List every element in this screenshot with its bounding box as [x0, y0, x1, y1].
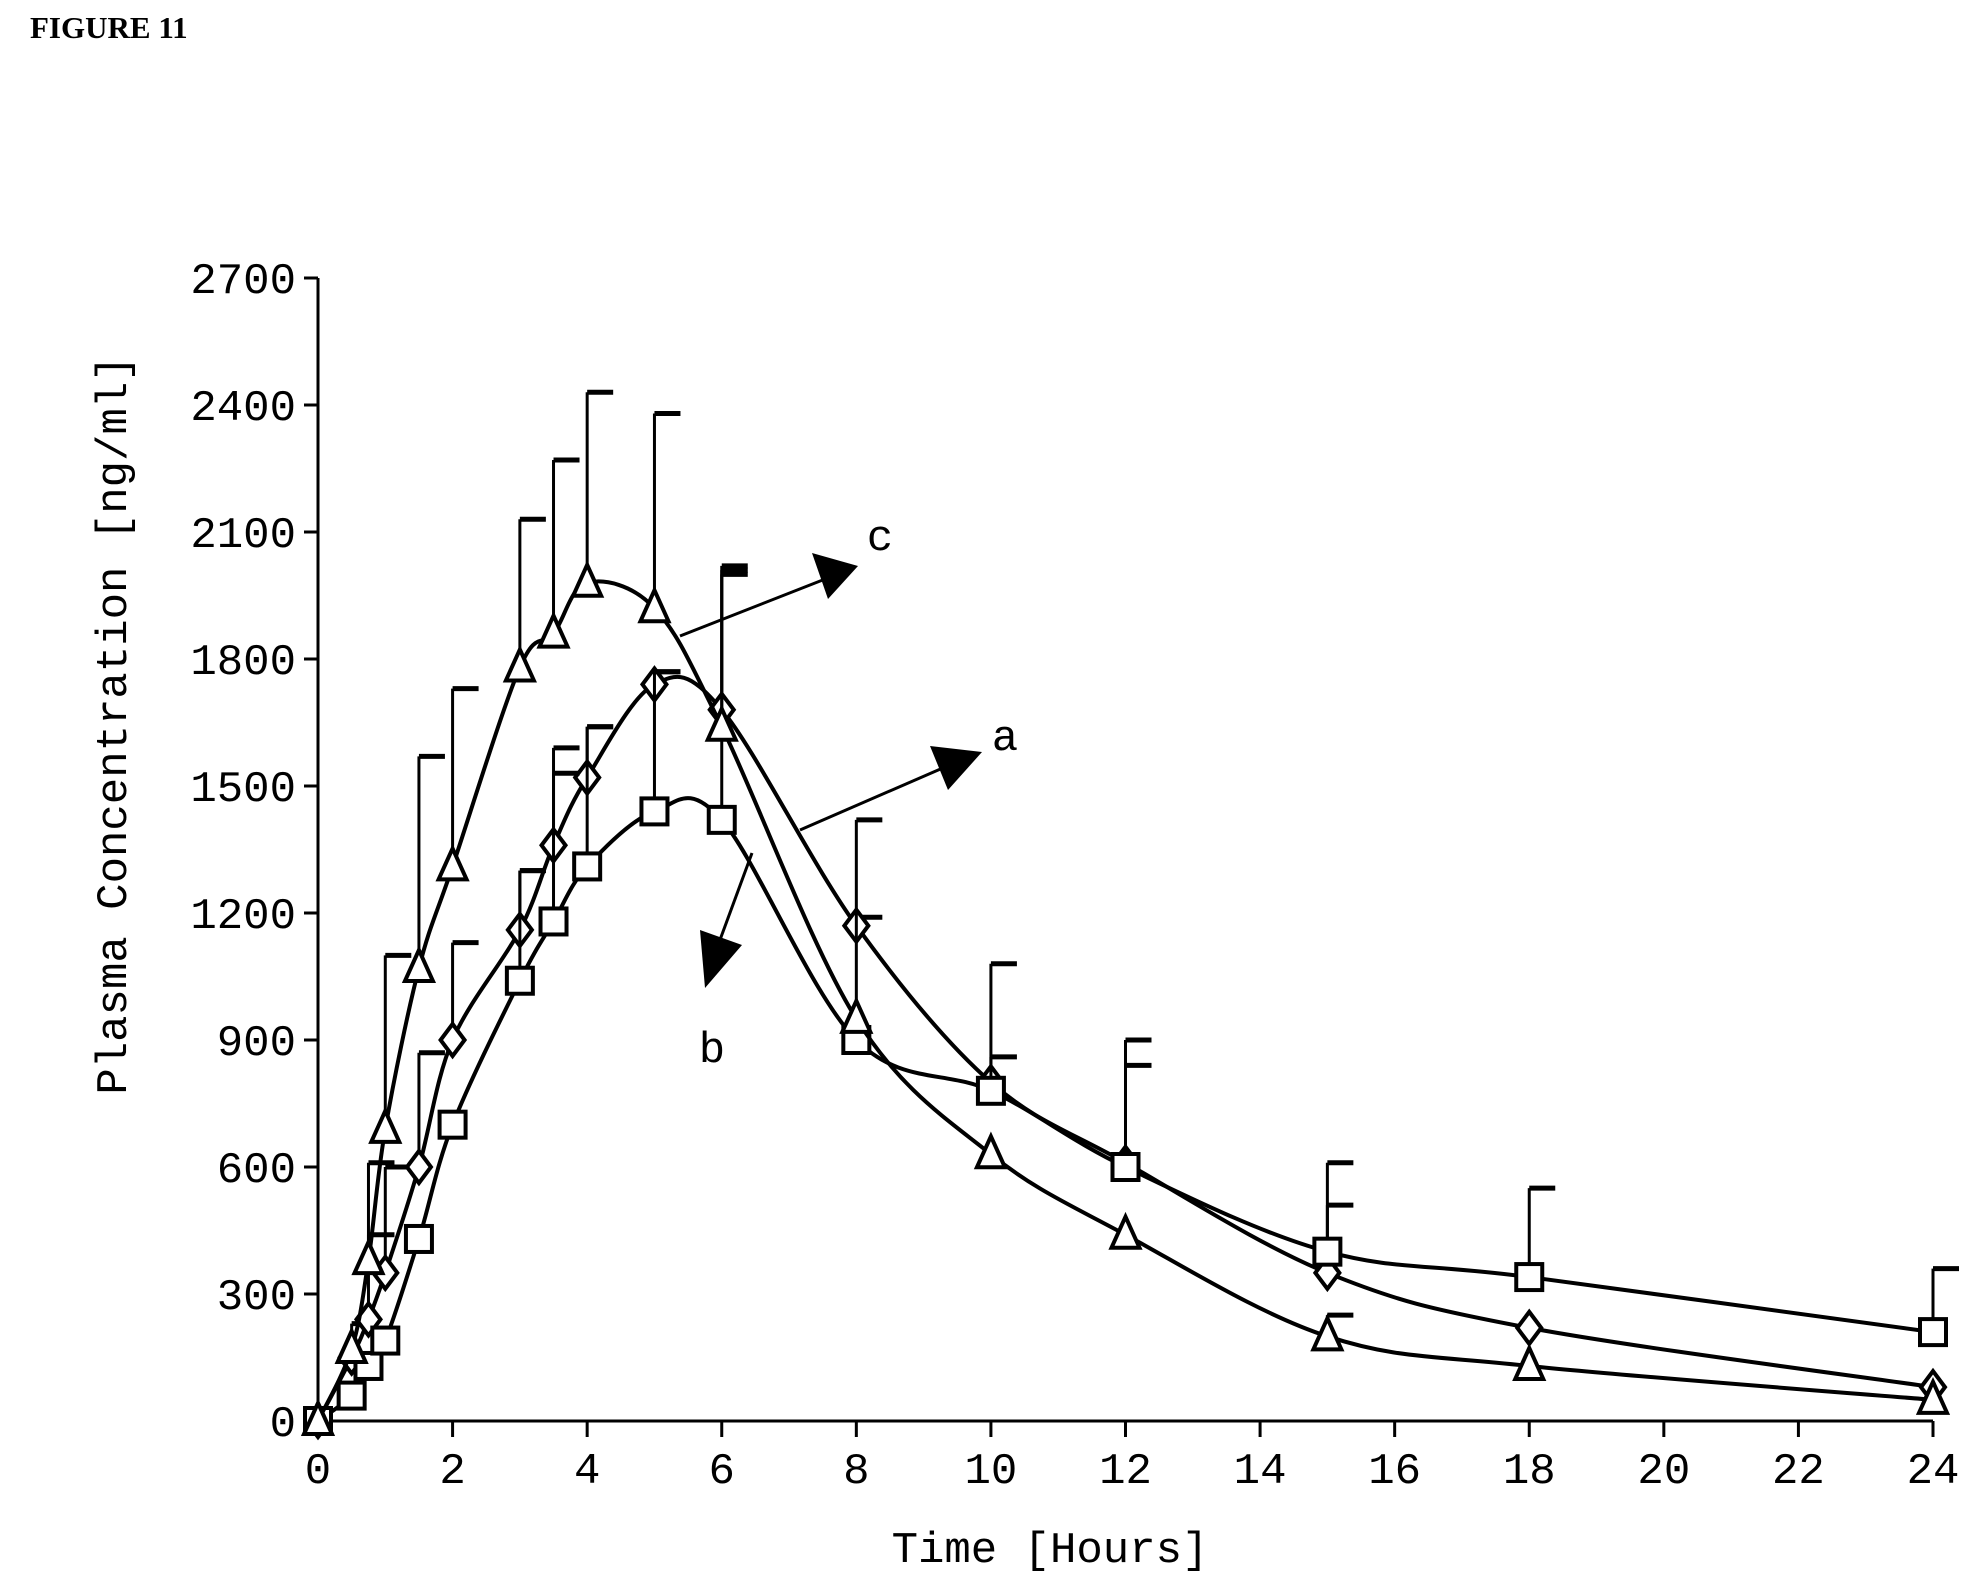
- arrow-head: [930, 746, 982, 790]
- y-tick-label: 2100: [190, 511, 296, 561]
- x-tick-label: 2: [439, 1447, 465, 1497]
- data-point-square: [339, 1383, 365, 1409]
- annotation-arrow: a: [800, 714, 1018, 830]
- x-tick-label: 20: [1637, 1447, 1690, 1497]
- arrow-shaft: [717, 853, 752, 948]
- data-point-diamond: [1517, 1312, 1541, 1344]
- data-point-square: [372, 1328, 398, 1354]
- x-tick-label: 22: [1772, 1447, 1825, 1497]
- x-tick-label: 6: [709, 1447, 735, 1497]
- data-point-square: [406, 1226, 432, 1252]
- y-tick-label: 0: [270, 1400, 296, 1450]
- data-point-triangle: [1112, 1217, 1140, 1248]
- y-tick-label: 2700: [190, 257, 296, 307]
- x-tick-label: 10: [965, 1447, 1018, 1497]
- data-point-triangle: [540, 616, 568, 647]
- x-tick-label: 24: [1907, 1447, 1960, 1497]
- data-point-diamond: [407, 1151, 431, 1183]
- data-point-triangle: [640, 590, 668, 621]
- data-point-square: [541, 908, 567, 934]
- data-point-triangle: [354, 1242, 382, 1273]
- x-tick-label: 16: [1368, 1447, 1421, 1497]
- y-tick-label: 900: [217, 1019, 296, 1069]
- data-point-square: [641, 798, 667, 824]
- x-tick-label: 18: [1503, 1447, 1556, 1497]
- arrow-head: [812, 553, 858, 599]
- annotation-arrow: c: [680, 514, 893, 636]
- y-tick-label: 1500: [190, 765, 296, 815]
- data-point-square: [440, 1112, 466, 1138]
- annotation-label: a: [992, 714, 1018, 764]
- series-diamond: [306, 570, 1945, 1437]
- annotation-label: b: [699, 1026, 725, 1076]
- y-tick-label: 2400: [190, 384, 296, 434]
- data-point-square: [507, 968, 533, 994]
- y-tick-label: 1800: [190, 638, 296, 688]
- data-point-triangle: [977, 1136, 1005, 1167]
- x-tick-label: 12: [1099, 1447, 1152, 1497]
- x-axis-title: Time [Hours]: [892, 1526, 1209, 1576]
- data-point-square: [978, 1078, 1004, 1104]
- data-point-square: [1113, 1154, 1139, 1180]
- x-tick-label: 0: [305, 1447, 331, 1497]
- chart-series: [304, 392, 1959, 1437]
- data-point-square: [1314, 1239, 1340, 1265]
- x-tick-label: 4: [574, 1447, 600, 1497]
- y-tick-label: 1200: [190, 892, 296, 942]
- data-point-triangle: [371, 1111, 399, 1142]
- data-point-square: [1920, 1319, 1946, 1345]
- y-tick-label: 600: [217, 1146, 296, 1196]
- series-square: [305, 566, 1959, 1434]
- annotation-label: c: [867, 514, 893, 564]
- series-line: [318, 582, 1933, 1421]
- annotation-arrow: b: [699, 853, 752, 1076]
- data-point-triangle: [506, 649, 534, 680]
- arrow-head: [700, 930, 742, 988]
- data-point-square: [1516, 1264, 1542, 1290]
- arrow-shaft: [680, 574, 838, 636]
- y-tick-label: 300: [217, 1273, 296, 1323]
- x-tick-label: 8: [843, 1447, 869, 1497]
- data-point-square: [709, 807, 735, 833]
- x-tick-label: 14: [1234, 1447, 1287, 1497]
- data-point-triangle: [439, 848, 467, 879]
- chart-annotations: c a b: [680, 514, 1018, 1076]
- y-axis-title: Plasma Concentration [ng/ml]: [90, 355, 140, 1094]
- data-point-square: [574, 853, 600, 879]
